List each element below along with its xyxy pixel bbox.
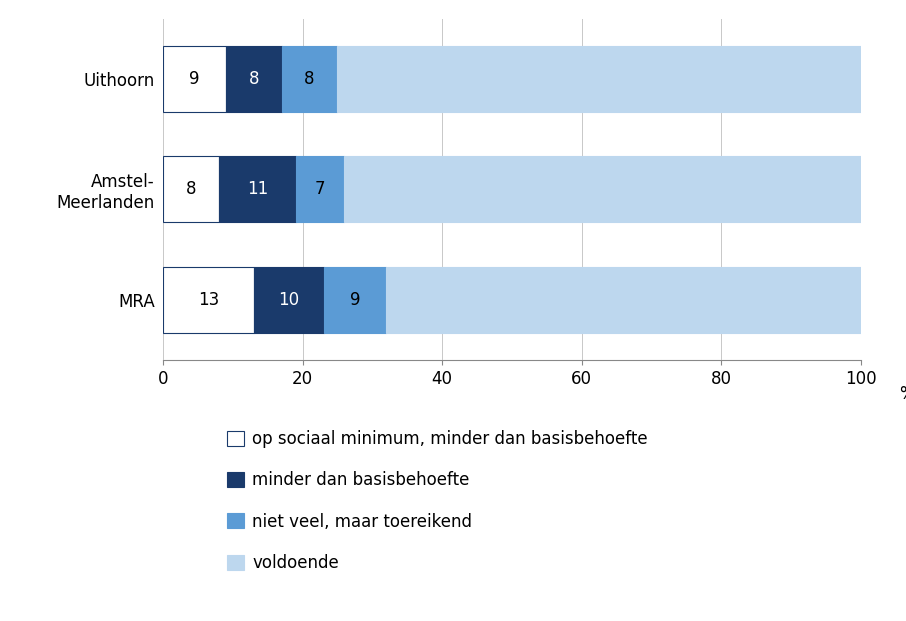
Text: 8: 8 (248, 70, 259, 88)
Text: 8: 8 (304, 70, 314, 88)
Text: 9: 9 (350, 291, 361, 309)
Text: %: % (900, 385, 906, 403)
Bar (254, 266, 323, 333)
Text: 9: 9 (189, 70, 199, 88)
Bar (344, 156, 861, 222)
Bar (163, 46, 226, 112)
Text: 10: 10 (278, 291, 299, 309)
Text: 7: 7 (314, 181, 325, 198)
Text: 11: 11 (246, 181, 268, 198)
Bar (386, 266, 861, 333)
Bar (337, 46, 861, 112)
Bar (323, 266, 386, 333)
Bar (163, 266, 254, 333)
Bar (295, 156, 344, 222)
Bar (282, 46, 337, 112)
Text: 8: 8 (186, 181, 197, 198)
Text: 13: 13 (198, 291, 219, 309)
Bar (219, 156, 295, 222)
Bar (226, 46, 282, 112)
Bar (163, 156, 219, 222)
Legend: op sociaal minimum, minder dan basisbehoefte, minder dan basisbehoefte, niet vee: op sociaal minimum, minder dan basisbeho… (227, 430, 648, 572)
